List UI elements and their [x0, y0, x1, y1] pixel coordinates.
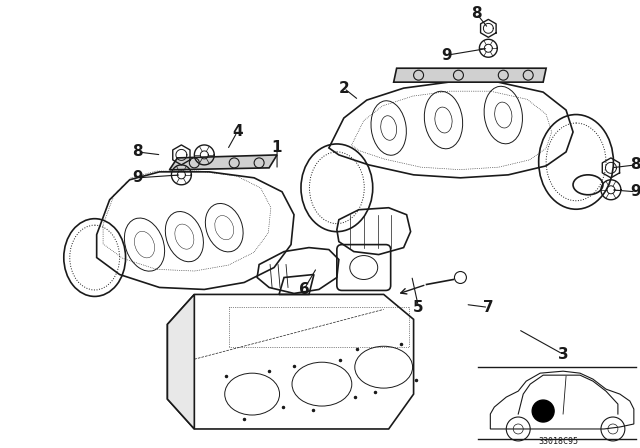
- Polygon shape: [168, 294, 195, 429]
- Circle shape: [532, 400, 554, 422]
- Text: 8: 8: [630, 157, 640, 172]
- Text: 33018C95: 33018C95: [538, 437, 578, 446]
- Text: 4: 4: [232, 125, 243, 139]
- Text: 9: 9: [441, 48, 452, 63]
- Text: 9: 9: [630, 184, 640, 199]
- Text: 2: 2: [339, 81, 349, 95]
- Polygon shape: [394, 68, 546, 82]
- Text: 3: 3: [558, 347, 568, 362]
- Text: 8: 8: [471, 6, 482, 21]
- Text: 7: 7: [483, 300, 493, 315]
- Text: 6: 6: [299, 282, 309, 297]
- Text: 5: 5: [413, 300, 424, 315]
- Polygon shape: [170, 155, 277, 170]
- Text: 9: 9: [132, 170, 143, 185]
- Text: 8: 8: [132, 144, 143, 159]
- Text: 1: 1: [272, 140, 282, 155]
